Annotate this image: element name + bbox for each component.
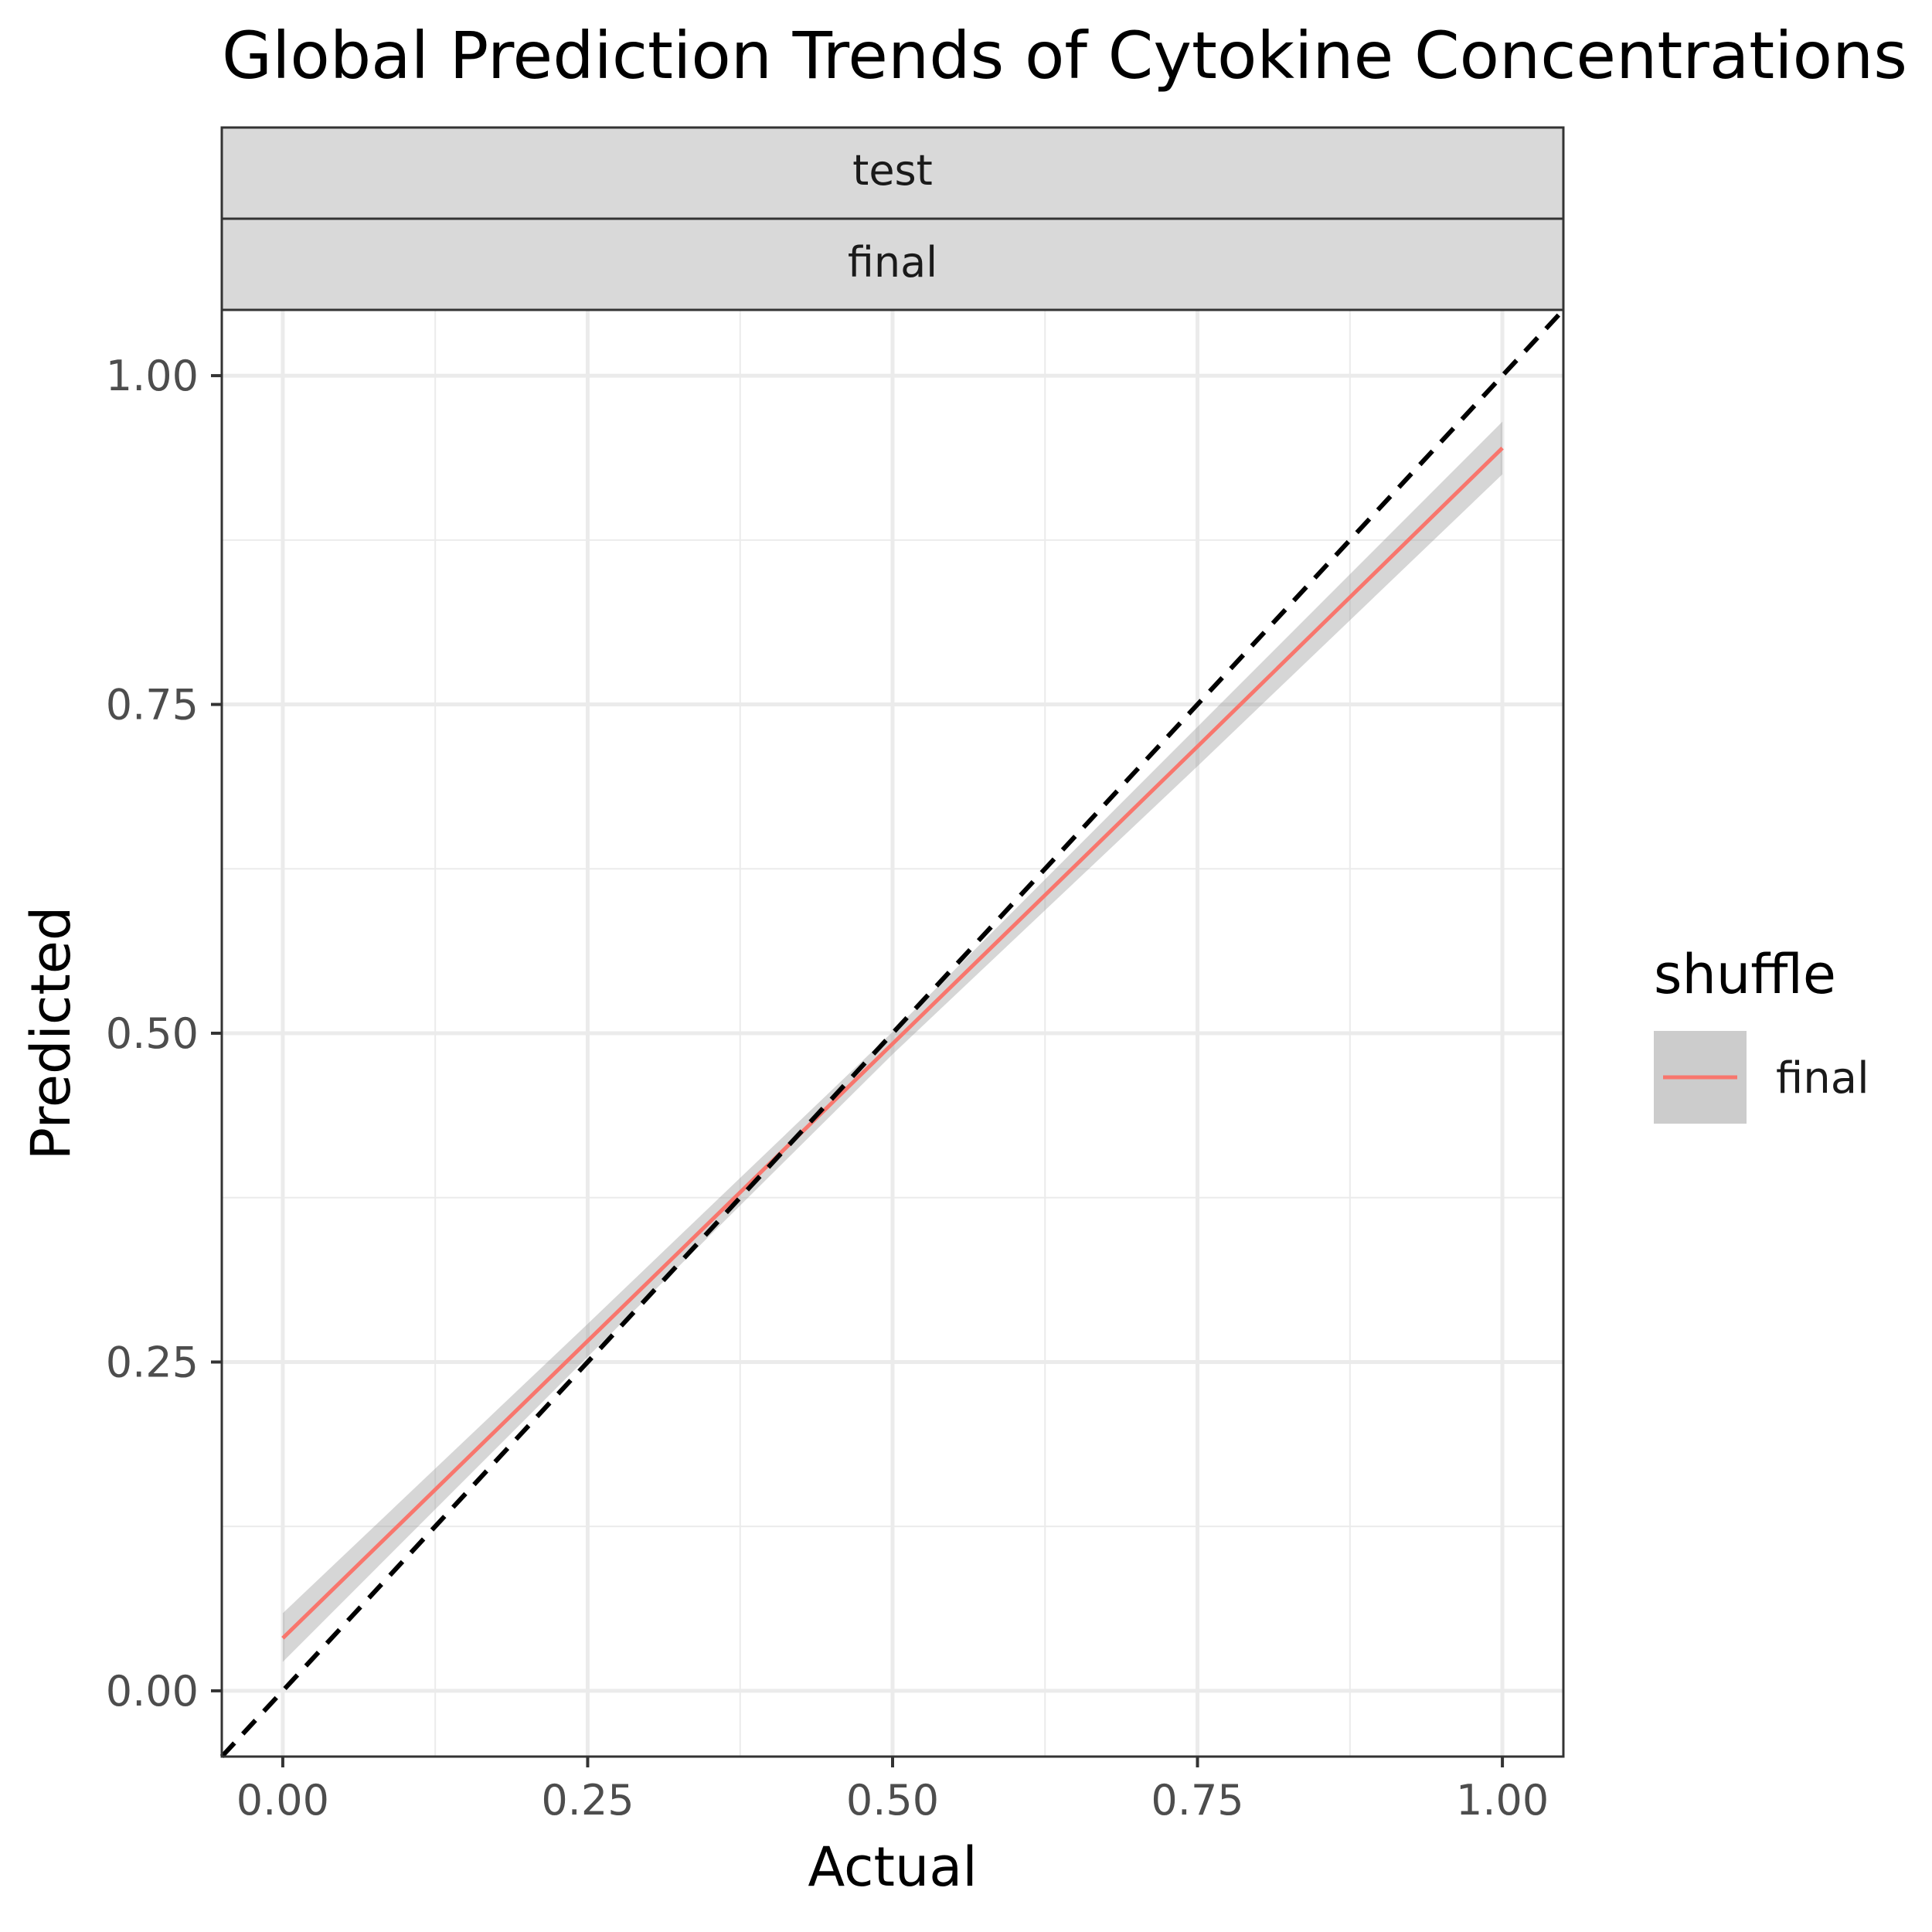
x-axis-label: Actual: [808, 1835, 977, 1899]
series-line-final: [281, 446, 1504, 1640]
y-tick-label: 0.00: [106, 1667, 199, 1716]
y-axis: 0.00 0.25 0.50 0.75 1.00: [106, 352, 222, 1716]
x-tick-label: 0.25: [541, 1776, 634, 1825]
facet-strip-2: [220, 217, 1565, 311]
series-lines: [281, 446, 1504, 1640]
facet-strip-2-label: final: [848, 238, 937, 287]
facet-strip-1-label: test: [852, 146, 933, 195]
chart-title: Global Prediction Trends of Cytokine Con…: [222, 18, 1907, 94]
identity-line: [219, 308, 1566, 1759]
x-tick-label: 0.75: [1151, 1776, 1243, 1825]
legend-title: shuffle: [1654, 943, 1836, 1006]
x-tick-label: 0.00: [236, 1776, 329, 1825]
identity-reference-line: [219, 308, 1566, 1759]
x-axis: 0.00 0.25 0.50 0.75 1.00: [236, 1757, 1549, 1825]
y-tick-label: 0.25: [106, 1338, 199, 1386]
y-axis-label: Predicted: [19, 906, 83, 1161]
y-tick-label: 0.75: [106, 681, 199, 730]
x-tick-label: 1.00: [1456, 1776, 1549, 1825]
x-tick-label: 0.50: [846, 1776, 939, 1825]
y-tick-label: 0.50: [106, 1009, 199, 1058]
y-tick-label: 1.00: [106, 352, 199, 400]
grid-major: [222, 310, 1563, 1757]
facet-strip-1: [220, 126, 1565, 220]
legend-entry-final: final: [1776, 1053, 1869, 1104]
